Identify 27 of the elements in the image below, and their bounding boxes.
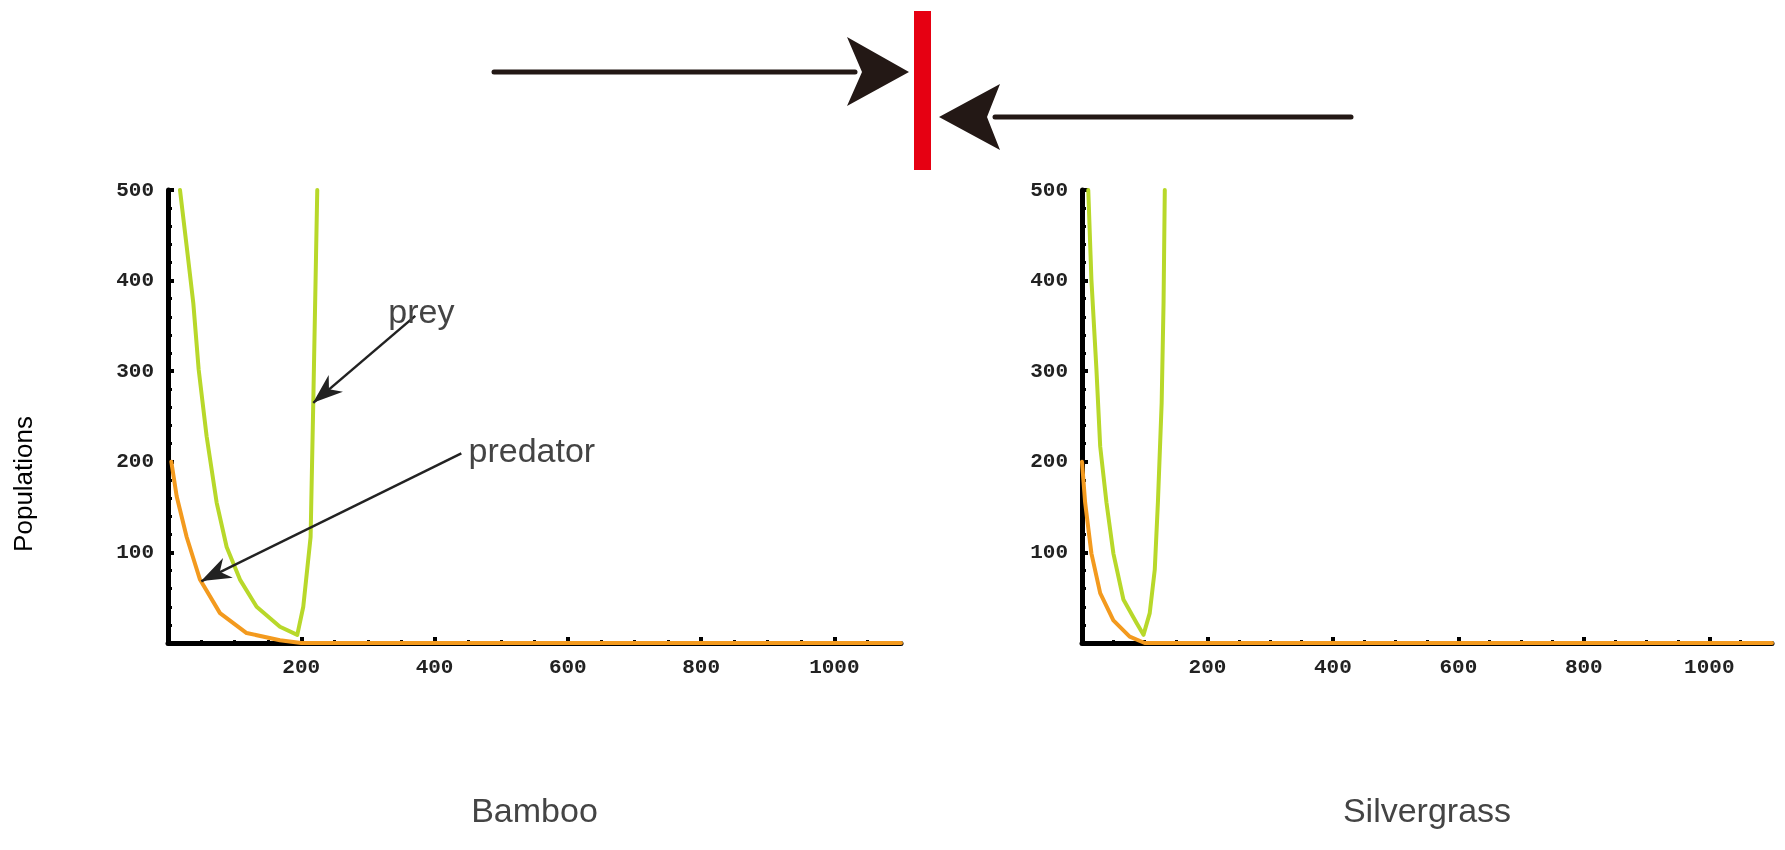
- x-tick-label: 1000: [809, 656, 860, 679]
- x-tick-label: 200: [1188, 656, 1227, 679]
- x-tick-label: 400: [415, 656, 454, 679]
- x-axis-title: Silvergrass: [1342, 791, 1512, 829]
- x-tick-label: 400: [1314, 656, 1352, 679]
- line-series: [177, 188, 320, 637]
- y-tick-label: 100: [116, 540, 154, 564]
- x-tick-label: 800: [682, 656, 720, 679]
- x-tick-label: 1000: [1684, 656, 1735, 679]
- y-tick-label: 200: [116, 450, 154, 474]
- x-tick-label: 600: [548, 656, 587, 679]
- y-tick-label: 300: [116, 359, 154, 383]
- y-tick-label: 500: [116, 178, 154, 202]
- y-tick-label: 400: [116, 269, 154, 293]
- annotation: predator: [468, 430, 596, 469]
- y-tick-label: 300: [1030, 359, 1068, 383]
- annotation: prey: [388, 291, 455, 330]
- y-tick-label: 100: [1030, 540, 1068, 564]
- x-axis-title: Bamboo: [471, 791, 598, 829]
- y-tick-label: 400: [1030, 269, 1068, 293]
- x-tick-label: 800: [1564, 656, 1603, 679]
- y-tick-label: 500: [1030, 178, 1068, 202]
- x-tick-label: 200: [282, 656, 321, 679]
- y-tick-label: 200: [1030, 450, 1068, 474]
- line-series: [1086, 188, 1167, 637]
- y-axis-title: Populations: [8, 415, 38, 552]
- x-tick-label: 600: [1439, 656, 1478, 679]
